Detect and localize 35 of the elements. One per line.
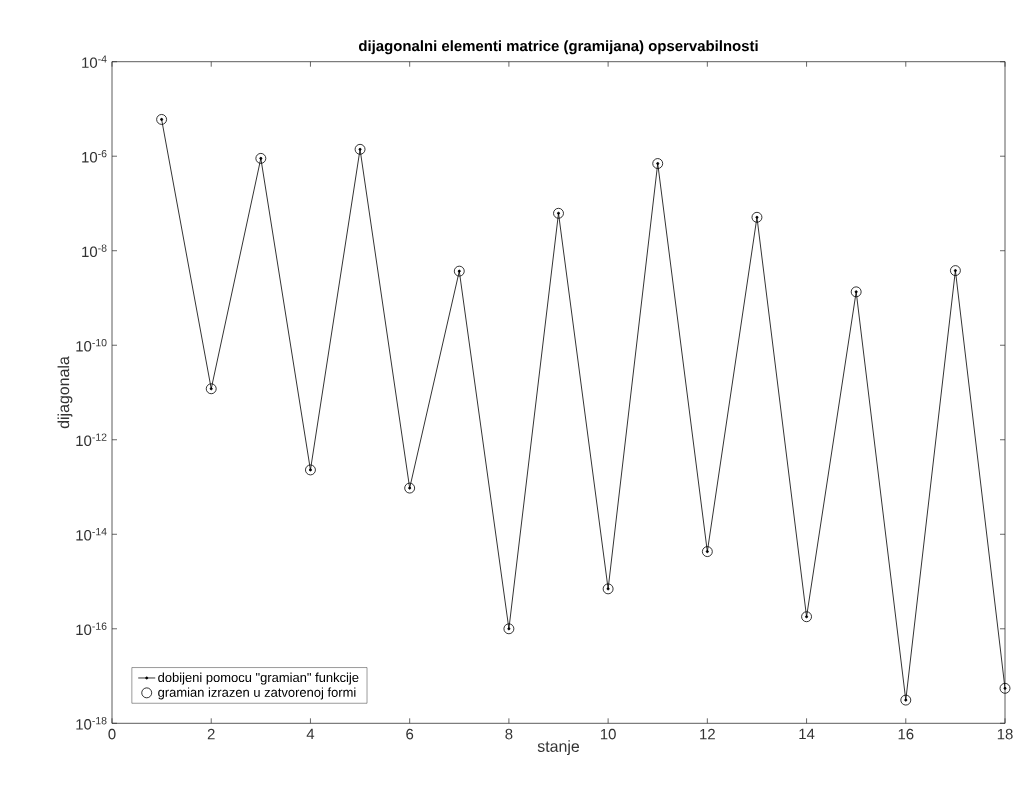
y-tick-label: 10$^{-4}$ [82,55,107,68]
x-axis-title: stanje [537,740,580,756]
point [602,583,614,595]
point [701,546,713,557]
y-tick-label: 10$^{-16}$ [76,622,107,636]
point [751,211,763,223]
x-tick-label: 0 [108,728,116,740]
point [404,482,416,494]
x-tick-label: 14 [799,728,815,740]
x-tick-label: 6 [406,728,414,740]
point [503,623,515,635]
y-tick-label: 10$^{-10}$ [76,338,107,352]
y-tick-label: 10$^{-8}$ [82,244,107,258]
legend-label: dobijeni pomocu "gramian" funkcije [158,672,359,685]
y-tick-label: 10$^{-18}$ [76,716,107,730]
y-axis-title: dijagonala [57,356,73,429]
x-tick-label: 4 [306,728,315,740]
point [553,207,564,219]
x-tick-label: 10 [600,728,616,740]
point [354,143,366,155]
y-tick-label: 10$^{-14}$ [76,528,107,541]
y-tick-label: 10$^{-6}$ [82,149,107,163]
point [255,152,267,164]
point [850,286,862,298]
x-tick-label: 12 [700,728,715,740]
chart-title: dijagonalni elementi matrice (gramijana) opservabilnosti [358,40,758,55]
y-tick-label: 10$^{-12}$ [76,433,107,447]
x-tick-label: 16 [898,728,914,740]
legend-label: gramian izrazen u zatvorenoj formi [158,687,356,700]
point [305,464,316,476]
x-tick-label: 8 [505,728,513,740]
x-tick-label: 2 [207,728,215,740]
x-tick-label: 18 [997,728,1013,740]
point [205,383,217,395]
point [453,265,465,277]
